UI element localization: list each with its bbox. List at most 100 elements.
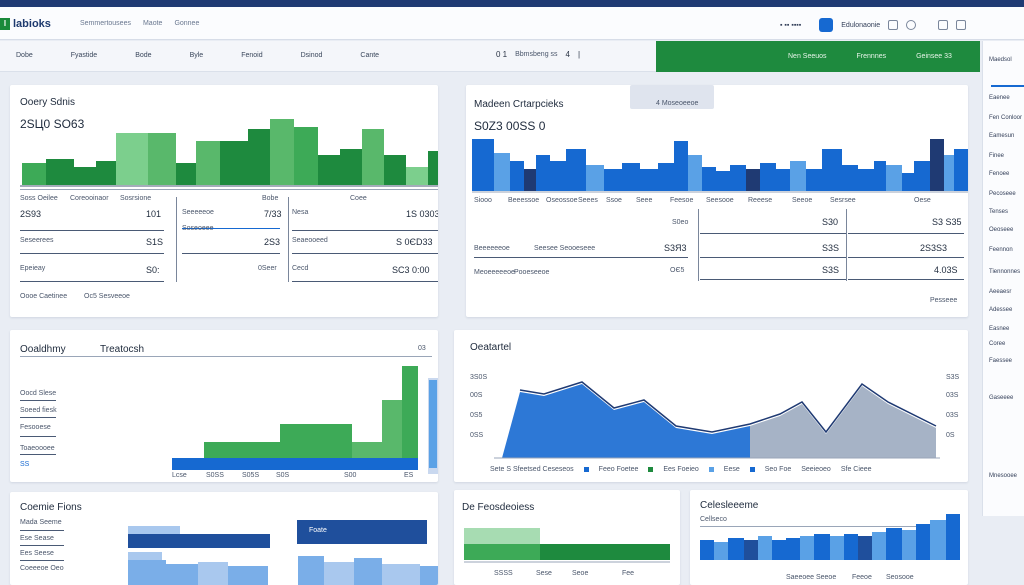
pager-page[interactable]: 0 1 [496,50,508,59]
right-panel-item[interactable]: Faessee [989,358,1013,364]
row-divider [292,281,438,282]
sub-nav: Dobe Fyastide Bode Byle Fenoid Dsinod Ca… [16,52,417,59]
row-label: Seaeooeed [292,237,328,244]
row-label: 2S93 [20,209,42,219]
bar [166,564,198,585]
user-name[interactable]: Edulonaonie [841,21,881,29]
right-panel-item[interactable]: Oeoseee [989,227,1014,233]
axis-label: S00 [344,472,357,479]
right-panel-item[interactable]: Tiennonnes [989,269,1021,275]
row-divider [20,230,164,231]
footer-link[interactable]: Oc5 Sesveeoe [84,293,130,300]
filter-button-label: 4 Moseoeeoe [656,100,699,107]
right-panel-item[interactable]: Adessee [989,307,1013,313]
right-panel-item[interactable]: Gaseeee [989,395,1014,401]
bar [128,560,166,585]
bar [844,534,858,560]
bar [536,155,550,191]
right-panel-item[interactable]: Tenses [989,209,1009,215]
bar [716,171,730,191]
right-panel-item[interactable]: Eamesun [989,133,1015,139]
bar [902,173,914,191]
right-panel-item[interactable]: Feennon [989,247,1013,253]
row-label: Oocd Slese [20,390,57,397]
footer-link[interactable]: Oooe Caetinee [20,293,68,300]
right-panel-item[interactable]: Mnesooee [989,473,1018,479]
top-nav-item[interactable]: Semmertousees [80,20,131,27]
axis-label: Seee [636,197,653,204]
right-panel-item[interactable]: Pecoseee [989,191,1016,197]
card-title: Ooaldhmy [20,344,66,355]
axis-label: S0SS [206,472,224,479]
row-value: S0: [146,265,160,275]
filter-button[interactable]: 4 Moseoeeoe [630,85,714,109]
card-title: Ooery Sdnis [20,97,76,108]
document-icon[interactable] [938,20,949,30]
legend-item: Seo Foe [764,466,792,473]
y-axis-label: 03S [946,412,959,419]
right-panel-item[interactable]: Easnee [989,326,1010,332]
bar [830,536,844,560]
sub-nav-item[interactable]: Dsinod [300,52,323,59]
y-axis-label: 0S [946,432,955,439]
row-value: S1S [146,237,164,247]
legend-item: Feeo Foetee [598,466,639,473]
logo[interactable]: l labioks [0,17,51,31]
top-nav-item[interactable]: Gonnee [174,20,200,27]
row-value: 0Seer [258,265,277,272]
row-value: S3S [822,265,840,275]
calendar-icon[interactable] [888,20,899,30]
right-panel-item[interactable]: Maedsol [989,57,1012,63]
y-axis-label: 3S0S [470,374,488,381]
bar [248,129,270,185]
axis-label: Beeessoe [508,197,540,204]
bar [790,161,806,191]
bar [886,165,902,191]
area-chart [494,381,940,459]
bar [318,155,340,185]
pager-separator: | [578,50,581,59]
sub-nav-item[interactable]: Cante [360,52,380,59]
sub-nav-item[interactable]: Fenoid [241,52,263,59]
bar [128,552,162,560]
row-divider [700,233,846,234]
green-bar-item[interactable]: Nen Seeuos [788,53,827,60]
table-header: Coreooinaor [70,195,109,202]
footer-link[interactable]: Pesseee [930,297,958,304]
right-panel-item[interactable]: Fen Conloor [989,115,1023,121]
right-panel-item[interactable]: Aeeaesr [989,289,1012,295]
sub-nav-item[interactable]: Fyastide [70,52,98,59]
row-divider [848,233,964,234]
row-value: S3Я3 [664,243,687,253]
sub-nav-item[interactable]: Bode [135,52,152,59]
bar [674,141,688,191]
bar [702,167,716,191]
bar [128,526,180,534]
axis-label: Fee [622,570,635,577]
axis-label: Seosooe [886,574,914,581]
sub-nav-item[interactable]: Dobe [16,52,33,59]
notification-icon[interactable] [819,18,834,32]
row-divider [20,253,164,254]
logo-text: labioks [13,18,51,30]
green-bar-item[interactable]: Frennnes [856,53,887,60]
right-panel-item[interactable]: Coree [989,341,1006,347]
bar [22,163,46,185]
top-nav-item[interactable]: Maote [142,20,163,27]
grid-icon[interactable] [956,20,967,30]
bar [930,139,944,191]
bar [658,163,674,191]
pager-next[interactable]: 4 [565,50,570,59]
row-label: Soseoeee [182,225,214,232]
green-bar-item[interactable]: Geinsee 33 [916,53,952,60]
scroll-thumb[interactable] [429,380,437,468]
right-panel-item[interactable]: Finee [989,153,1005,159]
sub-nav-item[interactable]: Byle [189,52,204,59]
help-icon[interactable] [906,20,917,30]
forecast-button[interactable]: Foate [297,520,427,544]
row-label: Meoeeeeeoe [474,269,515,276]
right-panel-item[interactable]: Eaenee [989,95,1010,101]
row-value: 4.03S [934,265,958,275]
right-panel-item[interactable]: Fenoee [989,171,1010,177]
y-axis-label: 0S5 [470,412,483,419]
